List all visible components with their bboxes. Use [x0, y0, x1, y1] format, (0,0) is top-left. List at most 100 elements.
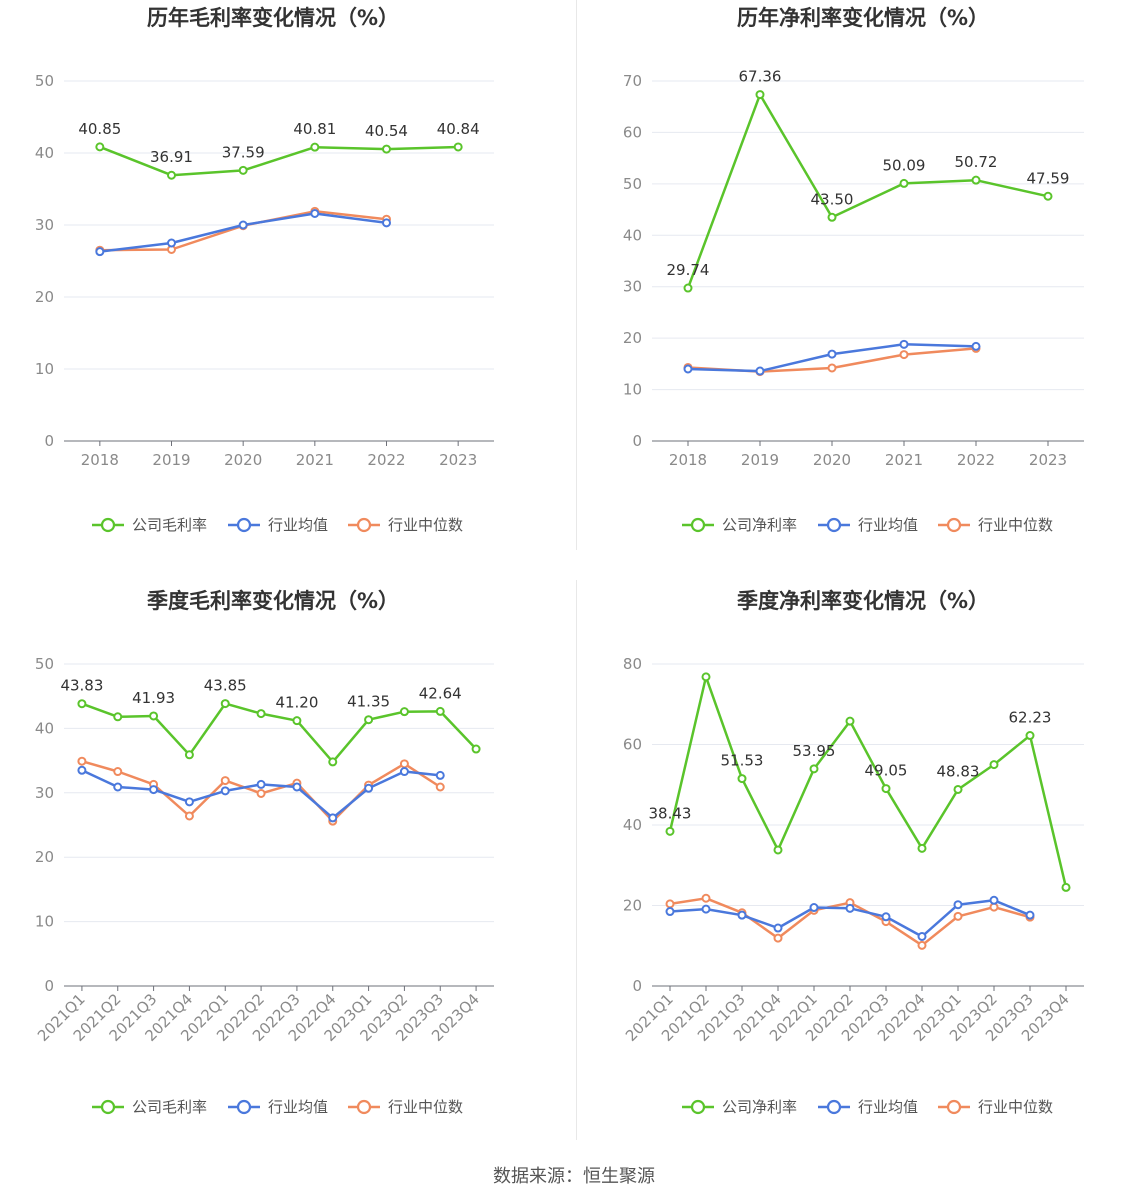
- data-point-industry-average[interactable]: [310, 208, 320, 218]
- data-point-industry-median[interactable]: [435, 782, 445, 792]
- data-point-industry-average[interactable]: [809, 903, 819, 913]
- data-point-company[interactable]: [881, 784, 891, 794]
- data-point-industry-average[interactable]: [399, 767, 409, 777]
- legend-marker-icon: [356, 1099, 372, 1115]
- data-point-industry-average[interactable]: [701, 904, 711, 914]
- data-point-industry-average[interactable]: [665, 907, 675, 917]
- data-point-industry-average[interactable]: [364, 783, 374, 793]
- data-point-industry-median[interactable]: [827, 363, 837, 373]
- data-point-company[interactable]: [665, 826, 675, 836]
- data-point-industry-average[interactable]: [238, 220, 248, 230]
- legend-item-company[interactable]: 公司净利率: [682, 1098, 797, 1116]
- data-point-company[interactable]: [953, 784, 963, 794]
- data-point-company[interactable]: [310, 142, 320, 152]
- data-point-industry-average[interactable]: [773, 923, 783, 933]
- y-tick-label: 20: [35, 848, 54, 866]
- data-point-industry-median[interactable]: [899, 350, 909, 360]
- data-point-company[interactable]: [827, 212, 837, 222]
- data-point-company[interactable]: [845, 716, 855, 726]
- data-point-industry-median[interactable]: [773, 933, 783, 943]
- data-point-company[interactable]: [773, 845, 783, 855]
- data-point-company[interactable]: [1025, 731, 1035, 741]
- data-point-company[interactable]: [435, 706, 445, 716]
- data-point-industry-median[interactable]: [399, 759, 409, 769]
- data-point-industry-average[interactable]: [755, 366, 765, 376]
- data-point-company[interactable]: [917, 843, 927, 853]
- data-point-company[interactable]: [364, 715, 374, 725]
- data-point-company[interactable]: [809, 764, 819, 774]
- data-point-company[interactable]: [149, 711, 159, 721]
- data-point-industry-median[interactable]: [701, 893, 711, 903]
- data-point-industry-average[interactable]: [899, 339, 909, 349]
- data-point-company[interactable]: [471, 744, 481, 754]
- data-point-industry-average[interactable]: [328, 813, 338, 823]
- data-point-industry-average[interactable]: [220, 786, 230, 796]
- data-point-company[interactable]: [399, 707, 409, 717]
- data-point-industry-average[interactable]: [953, 900, 963, 910]
- data-point-industry-average[interactable]: [256, 779, 266, 789]
- data-point-industry-median[interactable]: [917, 940, 927, 950]
- y-tick-label: 30: [35, 216, 54, 234]
- data-point-industry-average[interactable]: [989, 895, 999, 905]
- legend-item-industry-median[interactable]: 行业中位数: [938, 516, 1053, 534]
- data-point-industry-average[interactable]: [292, 782, 302, 792]
- legend-item-industry-median[interactable]: 行业中位数: [938, 1098, 1053, 1116]
- data-point-industry-average[interactable]: [382, 218, 391, 228]
- data-point-industry-median[interactable]: [184, 811, 194, 821]
- legend-item-industry-average[interactable]: 行业均值: [228, 516, 328, 534]
- data-point-company[interactable]: [737, 774, 747, 784]
- quarterly-gross-margin-chart: 季度毛利率变化情况（%）010203040502021Q12021Q22021Q…: [34, 589, 494, 1116]
- data-point-company[interactable]: [256, 709, 266, 719]
- data-point-industry-median[interactable]: [220, 776, 230, 786]
- data-point-company[interactable]: [755, 90, 765, 100]
- data-point-company[interactable]: [971, 175, 981, 185]
- data-point-industry-average[interactable]: [881, 912, 891, 922]
- data-point-industry-average[interactable]: [113, 782, 123, 792]
- data-point-company[interactable]: [1043, 191, 1053, 201]
- data-point-industry-median[interactable]: [953, 911, 963, 921]
- data-point-industry-average[interactable]: [184, 797, 194, 807]
- data-point-industry-average[interactable]: [827, 349, 837, 359]
- data-point-company[interactable]: [701, 672, 711, 682]
- legend-item-company[interactable]: 公司毛利率: [92, 516, 207, 534]
- legend-item-industry-median[interactable]: 行业中位数: [348, 1098, 463, 1116]
- data-point-industry-average[interactable]: [971, 341, 981, 351]
- legend-item-industry-average[interactable]: 行业均值: [228, 1098, 328, 1116]
- data-point-industry-median[interactable]: [113, 767, 123, 777]
- data-point-company[interactable]: [899, 178, 909, 188]
- data-point-company[interactable]: [453, 142, 463, 152]
- data-point-company[interactable]: [382, 144, 391, 154]
- data-label: 43.50: [811, 190, 854, 208]
- data-point-company[interactable]: [95, 142, 105, 152]
- legend-item-company[interactable]: 公司毛利率: [92, 1098, 207, 1116]
- data-point-industry-average[interactable]: [435, 770, 445, 780]
- data-point-company[interactable]: [113, 712, 123, 722]
- data-point-company[interactable]: [167, 170, 176, 180]
- x-tick-label: 2020: [813, 451, 851, 469]
- data-point-industry-average[interactable]: [845, 903, 855, 913]
- data-point-company[interactable]: [989, 760, 999, 770]
- data-point-company[interactable]: [1061, 882, 1071, 892]
- data-point-industry-average[interactable]: [1025, 910, 1035, 920]
- data-point-industry-median[interactable]: [77, 756, 87, 766]
- data-point-industry-average[interactable]: [95, 247, 105, 257]
- data-point-industry-average[interactable]: [917, 931, 927, 941]
- legend-item-industry-median[interactable]: 行业中位数: [348, 516, 463, 534]
- legend-item-industry-average[interactable]: 行业均值: [818, 1098, 918, 1116]
- data-point-industry-average[interactable]: [167, 238, 176, 248]
- data-point-industry-average[interactable]: [77, 765, 87, 775]
- data-point-industry-average[interactable]: [737, 910, 747, 920]
- data-point-company[interactable]: [220, 699, 230, 709]
- data-point-company[interactable]: [292, 716, 302, 726]
- data-point-company[interactable]: [77, 699, 87, 709]
- legend-item-industry-average[interactable]: 行业均值: [818, 516, 918, 534]
- legend-item-company[interactable]: 公司净利率: [682, 516, 797, 534]
- data-point-company[interactable]: [184, 750, 194, 760]
- data-point-industry-average[interactable]: [683, 364, 693, 374]
- data-point-company[interactable]: [683, 283, 693, 293]
- data-point-industry-median[interactable]: [665, 899, 675, 909]
- data-point-industry-average[interactable]: [149, 785, 159, 795]
- data-point-industry-median[interactable]: [256, 788, 266, 798]
- data-point-company[interactable]: [238, 165, 248, 175]
- data-point-company[interactable]: [328, 757, 338, 767]
